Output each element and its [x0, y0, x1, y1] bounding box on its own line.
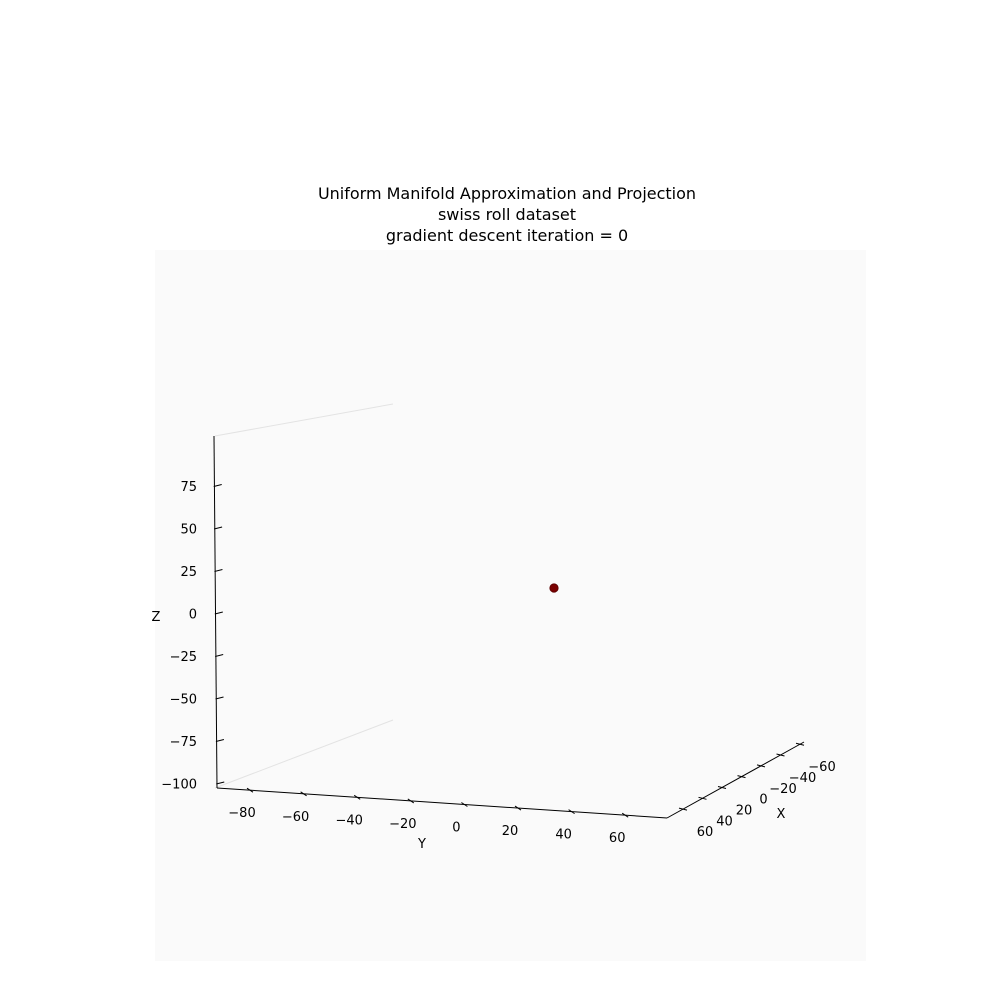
x-tick-label: 40 [716, 814, 733, 829]
axes-background [155, 250, 866, 961]
y-axis-label: Y [417, 837, 426, 852]
x-tick [737, 775, 746, 779]
z-tick-label: 25 [180, 565, 197, 580]
chart-title: Uniform Manifold Approximation and Proje… [0, 183, 1000, 246]
x-axis-line [666, 741, 805, 819]
z-tick [216, 781, 225, 785]
z-ticks: 75 50 25 0 −25 −50 −75 −100 [161, 480, 225, 793]
x-tick-label: −40 [789, 771, 816, 786]
x-tick-label: −60 [808, 760, 835, 775]
x-tick [698, 796, 707, 800]
x-tick-label: −20 [769, 782, 796, 797]
data-point [549, 583, 559, 593]
data-points [549, 583, 559, 593]
z-tick-label: −100 [161, 778, 197, 793]
z-tick-label: −25 [170, 650, 197, 665]
y-tick [353, 794, 361, 800]
title-line-3: gradient descent iteration = 0 [385, 226, 629, 245]
y-axis-line [216, 787, 668, 819]
y-tick [514, 805, 522, 811]
y-tick [407, 798, 415, 804]
z-tick-label: −75 [170, 735, 197, 750]
x-tick [795, 742, 805, 746]
x-tick [776, 753, 785, 757]
x-axis-label: X [777, 807, 786, 822]
y-tick [621, 812, 629, 818]
y-tick-label: 20 [502, 824, 519, 839]
z-tick-label: 50 [180, 523, 197, 538]
y-tick [246, 787, 254, 793]
z-tick-label: −50 [170, 693, 197, 708]
z-tick-label: 0 [189, 608, 197, 623]
y-tick-label: −80 [228, 806, 255, 821]
y-tick [461, 802, 468, 807]
y-tick [300, 791, 307, 797]
y-tick-label: −60 [282, 810, 309, 825]
y-tick-label: 40 [555, 828, 572, 843]
title-line-2: swiss roll dataset [437, 205, 577, 224]
z-tick [215, 739, 225, 742]
y-tick-label: −40 [335, 813, 362, 828]
x-tick-label: 60 [697, 825, 714, 840]
z-axis-label: Z [152, 610, 161, 625]
z-tick [215, 654, 224, 657]
z-tick [214, 611, 223, 615]
y-ticks: −80 −60 −40 −20 0 20 40 60 [228, 787, 629, 846]
z-tick [213, 526, 223, 530]
y-tick-label: 60 [609, 831, 626, 846]
y-tick [568, 809, 575, 815]
pane-edge-top [214, 403, 394, 437]
x-tick [717, 786, 727, 789]
x-tick-label: 20 [736, 803, 753, 818]
y-tick-label: 0 [452, 820, 460, 835]
x-tick [756, 764, 766, 768]
title-line-1: Uniform Manifold Approximation and Proje… [317, 184, 697, 203]
z-tick-label: 75 [180, 480, 197, 495]
x-tick-label: 0 [759, 793, 767, 808]
x-tick [678, 807, 688, 811]
y-tick-label: −20 [389, 817, 416, 832]
z-axis-line [213, 435, 218, 789]
z-tick [213, 484, 222, 487]
pane-edge-bottom [214, 719, 394, 789]
z-tick [215, 696, 224, 700]
z-tick [214, 569, 223, 572]
